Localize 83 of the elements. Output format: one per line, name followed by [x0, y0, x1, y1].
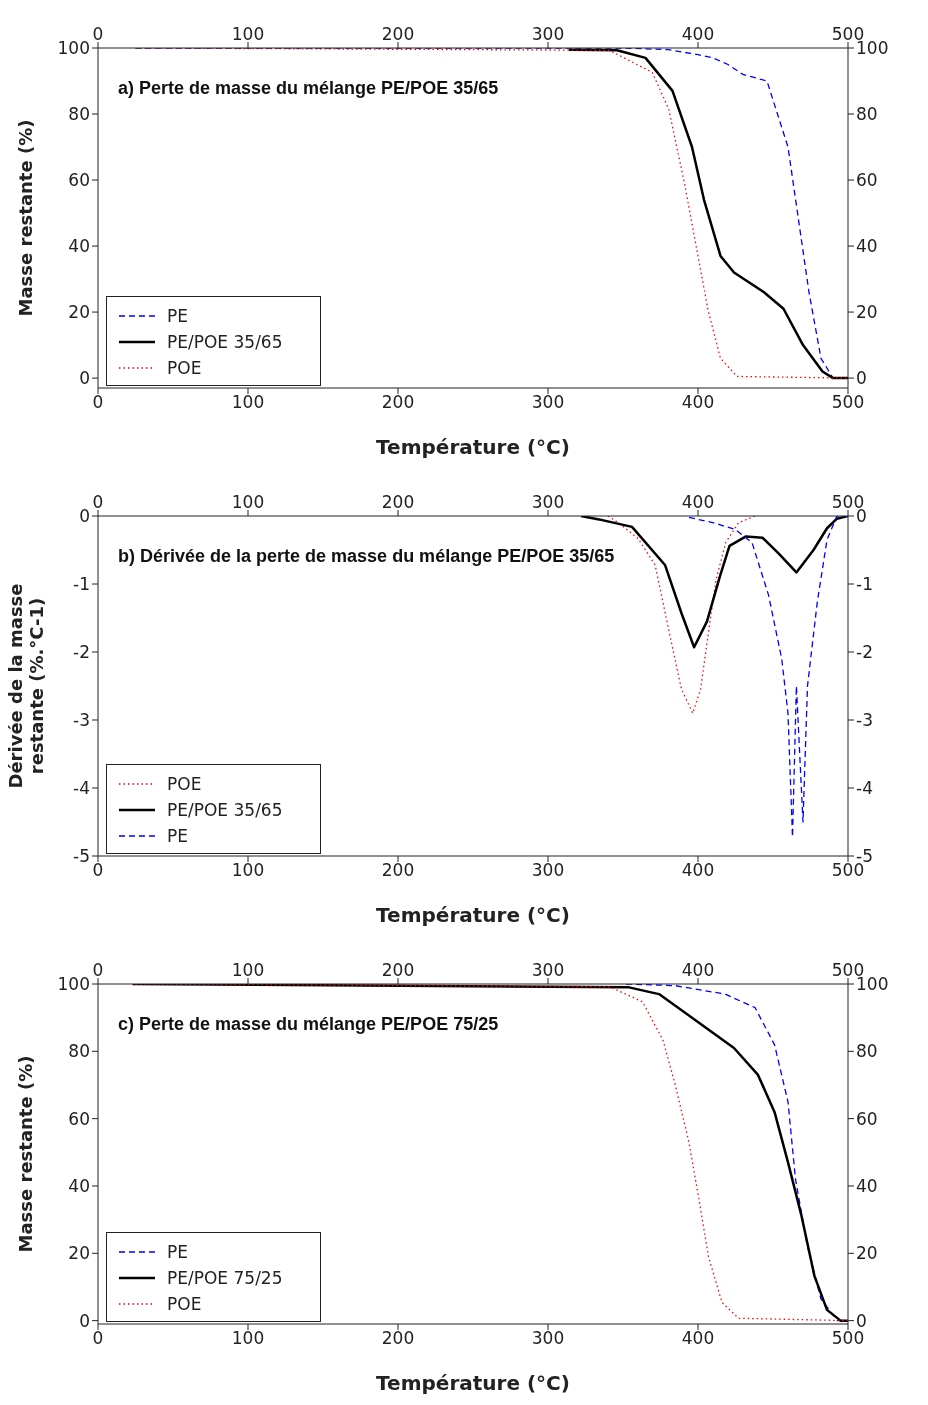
- text: b) Dérivée de la perte de masse du mélange PE/POE 35/65: [118, 546, 615, 567]
- x2-tick-label: 100: [231, 1328, 265, 1349]
- y-tick-label: 100: [57, 974, 90, 995]
- x2-tick-label: 200: [381, 1328, 415, 1349]
- x2-tick-label: 200: [381, 392, 415, 413]
- y2-tick-label: 60: [856, 170, 878, 191]
- x-tick-label: 0: [92, 492, 104, 512]
- x2-tick-label: 100: [231, 392, 265, 413]
- y2-tick-label: 80: [856, 1041, 878, 1062]
- y-tick-label: 60: [68, 1108, 90, 1129]
- x-tick-label: 200: [381, 492, 415, 512]
- x-tick-label: 300: [531, 960, 565, 980]
- x2-tick-label: 100: [231, 860, 265, 881]
- x-tick-label: 100: [231, 492, 265, 512]
- x-axis-title: Température (°C): [376, 903, 570, 927]
- x-tick-label: 200: [381, 960, 415, 980]
- x-axis-title: Température (°C): [376, 1371, 570, 1395]
- x2-tick-label: 400: [681, 860, 715, 881]
- y-tick-label: -3: [73, 710, 90, 731]
- y-tick-label: 40: [68, 1176, 90, 1197]
- y-tick-label: 0: [79, 1310, 90, 1331]
- x2-tick-label: 400: [681, 1328, 715, 1349]
- y-tick-label: -4: [73, 778, 90, 799]
- y2-tick-label: 40: [856, 1176, 878, 1197]
- x2-tick-label: 200: [381, 860, 415, 881]
- y-tick-label: 60: [68, 170, 90, 191]
- y-tick-label: 20: [68, 302, 90, 323]
- x2-tick-label: 0: [92, 1328, 104, 1349]
- legend-label: POE: [167, 773, 202, 796]
- x-tick-label: 100: [231, 24, 265, 44]
- x-axis-title: Température (°C): [376, 435, 570, 459]
- y-tick-label: 80: [68, 104, 90, 125]
- y-tick-label: 80: [68, 1041, 90, 1062]
- legend-label: POE: [167, 1293, 202, 1316]
- y2-tick-label: 40: [856, 236, 878, 257]
- y-tick-label: 0: [79, 506, 90, 527]
- y-tick-label: 0: [79, 368, 90, 389]
- x-tick-label: 400: [681, 960, 715, 980]
- x2-tick-label: 0: [92, 860, 104, 881]
- y2-tick-label: -1: [856, 574, 873, 595]
- y2-tick-label: -3: [856, 710, 873, 731]
- x2-tick-label: 500: [831, 392, 865, 413]
- text: a) Perte de masse du mélange PE/POE 35/65: [118, 78, 499, 99]
- y2-tick-label: 20: [856, 1243, 878, 1264]
- x-tick-label: 300: [531, 492, 565, 512]
- x-tick-label: 200: [381, 24, 415, 44]
- y-axis-title: Masse restante (%): [15, 1055, 36, 1253]
- y2-tick-label: 60: [856, 1108, 878, 1129]
- legend-label: PE/POE 35/65: [167, 331, 283, 354]
- x-tick-label: 0: [92, 960, 104, 980]
- y2-tick-label: 80: [856, 104, 878, 125]
- y-tick-label: -5: [73, 846, 90, 867]
- text: c) Perte de masse du mélange PE/POE 75/25: [118, 1014, 499, 1035]
- x-tick-label: 400: [681, 24, 715, 44]
- x2-tick-label: 300: [531, 1328, 565, 1349]
- y2-tick-label: -4: [856, 778, 873, 799]
- y-tick-label: 40: [68, 236, 90, 257]
- y-tick-label: -1: [73, 574, 90, 595]
- y2-tick-label: 20: [856, 302, 878, 323]
- y-tick-label: 20: [68, 1243, 90, 1264]
- legend-label: PE: [167, 305, 188, 328]
- x2-tick-label: 0: [92, 392, 104, 413]
- legend-label: PE: [167, 825, 188, 848]
- y-axis-title: Masse restante (%): [15, 119, 36, 317]
- x-tick-label: 0: [92, 24, 104, 44]
- y-axis-title: Dérivée de la masse restante (%.°C-1): [5, 583, 47, 789]
- y2-tick-label: -2: [856, 642, 873, 663]
- y2-tick-label: 0: [856, 368, 867, 389]
- x2-tick-label: 300: [531, 392, 565, 413]
- y-tick-label: 100: [57, 38, 90, 59]
- x2-tick-label: 400: [681, 392, 715, 413]
- y-tick-label: -2: [73, 642, 90, 663]
- legend-label: PE/POE 35/65: [167, 799, 283, 822]
- y2-tick-label: 0: [856, 1310, 867, 1331]
- x-tick-label: 400: [681, 492, 715, 512]
- x2-tick-label: 500: [831, 1328, 865, 1349]
- x-tick-label: 100: [231, 960, 265, 980]
- legend-label: PE/POE 75/25: [167, 1267, 283, 1290]
- legend-label: POE: [167, 357, 202, 380]
- x2-tick-label: 300: [531, 860, 565, 881]
- line-series: [567, 48, 848, 380]
- legend-label: PE: [167, 1241, 188, 1264]
- x-tick-label: 300: [531, 24, 565, 44]
